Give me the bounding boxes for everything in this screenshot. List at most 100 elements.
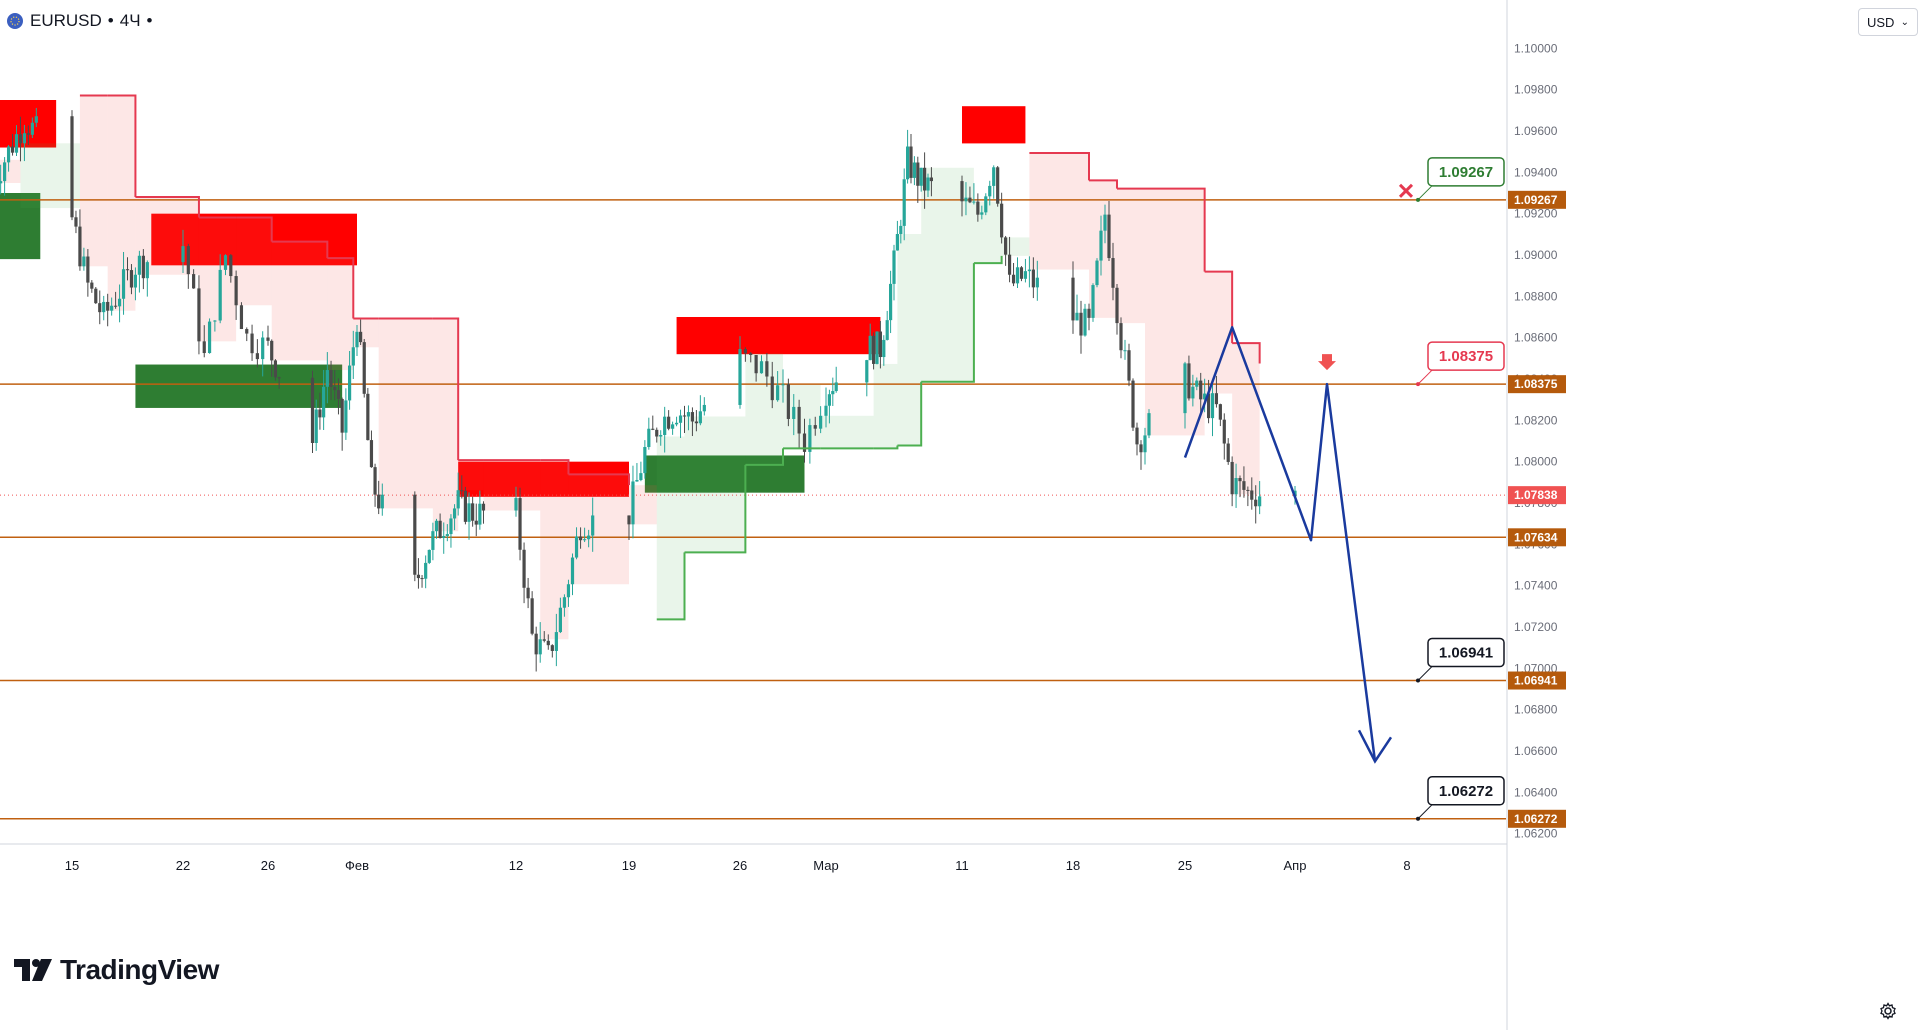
price-axis[interactable]: 1.10000 1.09800 1.09600 1.09400 1.09200 1.090…	[1506, 0, 1566, 1030]
trailing-stop-fill-area	[873, 363, 898, 449]
price-tick-label: 1.09000	[1514, 248, 1558, 262]
price-tick-label: 1.07200	[1514, 620, 1558, 634]
candle-body	[797, 406, 801, 434]
candle-body	[1139, 444, 1143, 453]
candles-layer	[0, 107, 1297, 672]
time-tick-label: Фев	[345, 858, 369, 873]
candle-body	[1230, 461, 1234, 495]
candle-body	[141, 255, 145, 279]
candle-body	[1079, 312, 1083, 336]
candle-body	[690, 412, 695, 422]
level-callout-label: 1.08375	[1439, 348, 1493, 365]
callout-anchor	[1416, 678, 1420, 683]
candle-body	[909, 146, 913, 178]
price-level-tag	[1508, 809, 1566, 828]
trailing-stop-fill-area	[1001, 237, 1030, 256]
candle-body	[1187, 363, 1191, 399]
time-tick-label: 11	[955, 858, 969, 873]
candle-body	[145, 262, 149, 279]
candle-body	[1250, 490, 1254, 500]
candle-body	[445, 534, 449, 536]
trailing-stop-red	[1089, 179, 1118, 189]
candle-body	[566, 584, 571, 598]
candle-body	[749, 353, 753, 355]
time-axis[interactable]: 15 22 26 Фев 12 19 26 Мар 11 18 25 Апр 8	[0, 843, 1507, 873]
candle-body	[976, 201, 980, 215]
candle-body	[926, 177, 930, 191]
candle-body	[980, 212, 984, 215]
price-tick-label: 1.08800	[1514, 289, 1558, 303]
candle-body	[478, 503, 482, 525]
callout-pointer	[1417, 185, 1433, 201]
time-tick-label: Апр	[1284, 858, 1307, 873]
candle-body	[678, 415, 683, 423]
candle-body	[671, 424, 675, 429]
symbol-label[interactable]: EURUSD	[30, 11, 102, 30]
candle-body	[22, 133, 27, 144]
time-tick-label: 19	[622, 858, 636, 873]
candle-body	[1214, 393, 1219, 405]
candle-body	[538, 639, 542, 655]
trailing-stop-fill-area	[568, 474, 629, 585]
candle-body	[792, 406, 796, 419]
time-tick-label: 25	[1178, 858, 1192, 873]
candle-body	[574, 536, 579, 558]
candle-body	[558, 607, 562, 633]
demand-zone	[135, 364, 343, 408]
candle-body	[627, 515, 631, 525]
candle-body	[1195, 380, 1199, 387]
time-tick-label: Мар	[813, 858, 838, 873]
candle-body	[868, 335, 872, 361]
candle-body	[923, 167, 927, 191]
timeframe-label[interactable]: 4Ч	[119, 11, 141, 30]
price-level-tag-label: 1.08375	[1514, 377, 1558, 391]
close-x-icon	[1398, 183, 1414, 198]
zones-layer	[0, 100, 1026, 497]
trailing-stop-red	[540, 459, 570, 475]
time-tick-label: 8	[1403, 858, 1410, 873]
price-tick-label: 1.09200	[1514, 207, 1558, 221]
candle-body	[314, 409, 318, 443]
settings-button[interactable]	[1872, 998, 1904, 1024]
candle-body	[587, 535, 591, 540]
currency-selector[interactable]: USD ⌄	[1858, 8, 1918, 36]
candle-body	[786, 384, 790, 419]
candle-body	[643, 447, 647, 474]
trailing-stop-fill-area	[1029, 152, 1089, 270]
candle-body	[1226, 443, 1230, 462]
tradingview-logo[interactable]: TradingView	[14, 954, 219, 986]
supply-zone	[151, 213, 357, 266]
candle-body	[234, 276, 238, 306]
candle-body	[202, 341, 206, 354]
candle-body	[137, 255, 141, 275]
trailing-stop-red	[1029, 151, 1090, 181]
candle-body	[1218, 404, 1222, 420]
trailing-stop-fill-area	[432, 318, 459, 532]
candle-body	[1011, 274, 1016, 284]
horizontal-levels	[0, 199, 1506, 820]
candle-body	[413, 494, 417, 575]
candle-body	[416, 574, 421, 579]
candle-body	[659, 434, 663, 437]
candle-body	[1087, 308, 1091, 318]
candle-body	[1191, 386, 1195, 399]
candle-body	[591, 515, 595, 536]
candle-body	[26, 133, 30, 135]
candle-body	[530, 598, 534, 634]
candle-body	[114, 305, 118, 307]
price-level-tag-label: 1.06272	[1514, 812, 1558, 826]
trailing-stop-fill	[0, 95, 1260, 640]
candle-body	[526, 587, 530, 599]
candle-body	[1254, 499, 1258, 507]
candle-body	[895, 234, 899, 251]
candle-body	[1095, 260, 1099, 286]
candle-body	[759, 361, 764, 374]
candle-body	[1015, 267, 1020, 284]
trailing-stop-fill-area	[656, 436, 685, 620]
candle-body	[1143, 435, 1147, 453]
currency-label: USD	[1867, 14, 1895, 30]
candle-body	[872, 335, 876, 364]
candle-body	[972, 201, 976, 203]
